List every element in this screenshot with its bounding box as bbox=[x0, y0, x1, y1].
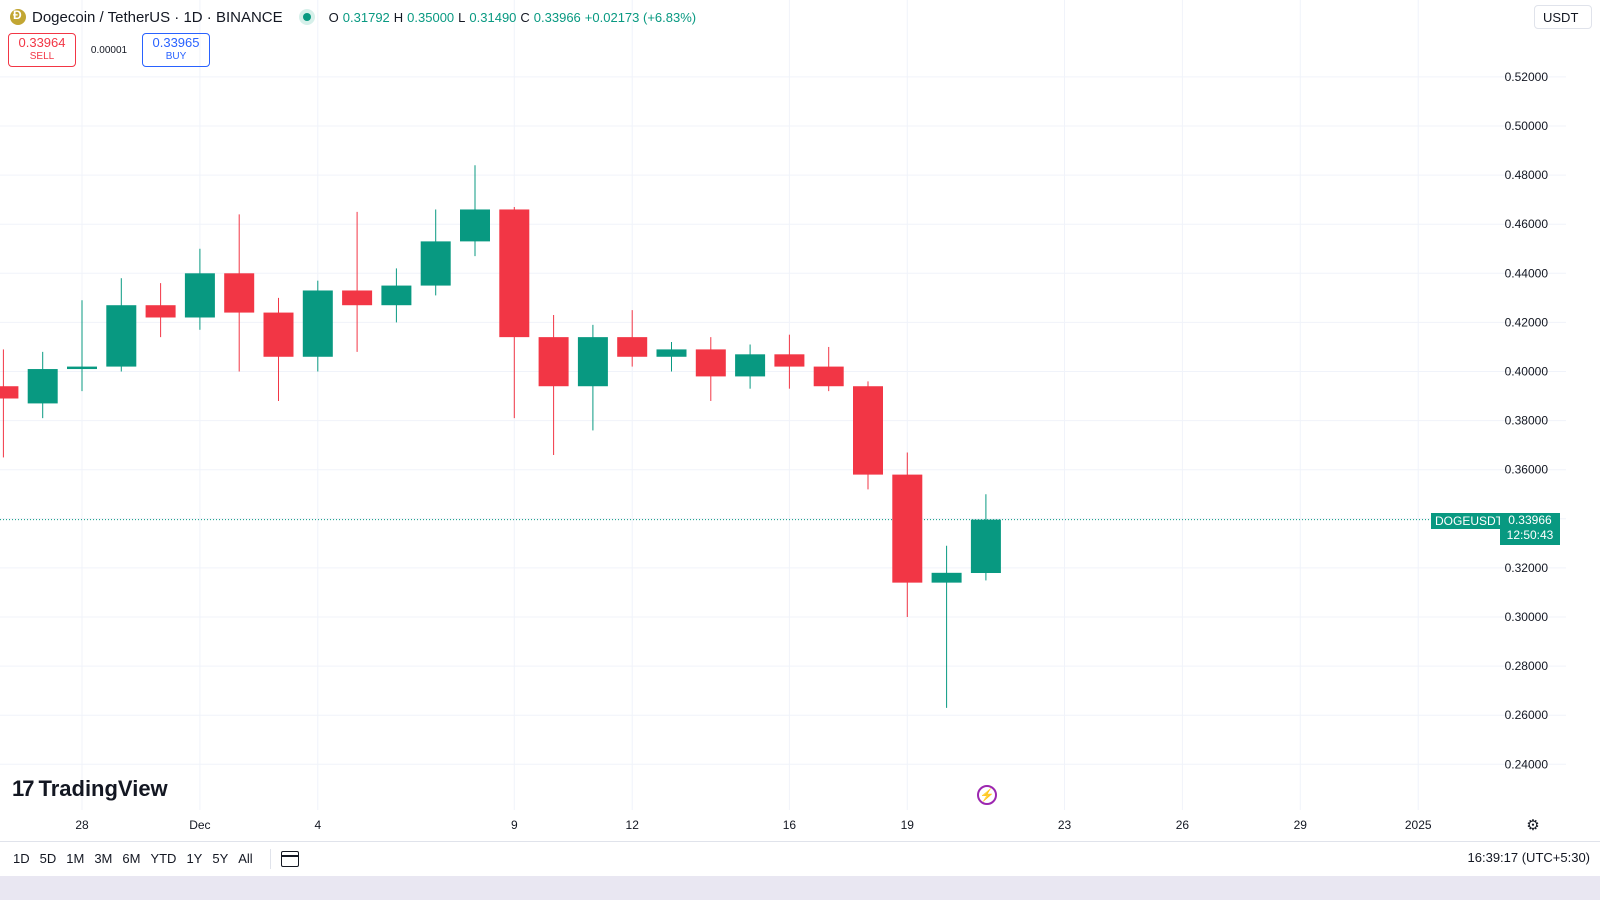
y-tick-label: 0.38000 bbox=[1505, 414, 1549, 428]
chart-header: Dogecoin / TetherUS · 1D · BINANCE O0.31… bbox=[10, 6, 696, 28]
range-1d-button[interactable]: 1D bbox=[13, 851, 30, 866]
x-tick-label: 26 bbox=[1176, 818, 1190, 832]
range-selector: 1D 5D 1M 3M 6M YTD 1Y 5Y All bbox=[8, 848, 258, 870]
trade-panel: 0.33964 SELL 0.00001 0.33965 BUY bbox=[8, 33, 210, 67]
candle-body bbox=[931, 572, 962, 583]
high-label: H bbox=[393, 9, 404, 25]
y-tick-label: 0.52000 bbox=[1505, 70, 1549, 84]
y-tick-label: 0.26000 bbox=[1505, 708, 1549, 722]
range-1m-button[interactable]: 1M bbox=[66, 851, 85, 866]
x-tick-label: 2025 bbox=[1405, 818, 1432, 832]
spread-value: 0.00001 bbox=[90, 44, 128, 56]
candle-body bbox=[342, 290, 373, 306]
range-5y-button[interactable]: 5Y bbox=[212, 851, 229, 866]
y-tick-label: 0.30000 bbox=[1505, 610, 1549, 624]
candle-body bbox=[420, 241, 451, 286]
candle-body bbox=[695, 349, 726, 377]
range-6m-button[interactable]: 6M bbox=[122, 851, 141, 866]
close-value: 0.33966 bbox=[533, 9, 581, 25]
close-label: C bbox=[520, 9, 530, 25]
buy-button[interactable]: 0.33965 BUY bbox=[142, 33, 210, 67]
candle-body bbox=[145, 305, 176, 318]
low-label: L bbox=[458, 9, 466, 25]
range-ytd-button[interactable]: YTD bbox=[150, 851, 177, 866]
market-open-indicator-icon bbox=[302, 13, 311, 21]
calendar-goto-date-icon[interactable] bbox=[280, 851, 299, 867]
x-tick-label: 23 bbox=[1058, 818, 1072, 832]
candle-body bbox=[538, 337, 569, 387]
candle-body bbox=[302, 290, 333, 357]
candle-body bbox=[106, 305, 137, 367]
clock-timezone[interactable]: 16:39:17 (UTC+5:30) bbox=[1467, 850, 1590, 865]
x-tick-label: 12 bbox=[626, 818, 640, 832]
y-tick-label: 0.48000 bbox=[1505, 168, 1549, 182]
settings-gear-icon[interactable]: ⚙ bbox=[1526, 817, 1540, 834]
candle-body bbox=[67, 366, 97, 370]
candle-body bbox=[892, 474, 923, 583]
x-tick-label: 29 bbox=[1294, 818, 1308, 832]
candle-body bbox=[499, 209, 530, 338]
candle-body bbox=[813, 366, 844, 387]
candle-body bbox=[460, 209, 490, 242]
ohlc-values: O 0.31792 H 0.35000 L 0.31490 C 0.33966 +0.0… bbox=[329, 10, 696, 25]
open-label: O bbox=[328, 9, 339, 25]
buy-label: BUY bbox=[165, 51, 187, 62]
y-tick-label: 0.24000 bbox=[1505, 757, 1549, 771]
y-tick-label: 0.40000 bbox=[1505, 365, 1549, 379]
candle-body bbox=[381, 285, 412, 306]
high-value: 0.35000 bbox=[407, 9, 455, 25]
y-tick-label: 0.50000 bbox=[1505, 119, 1549, 133]
range-3m-button[interactable]: 3M bbox=[94, 851, 113, 866]
candle-body bbox=[774, 354, 805, 367]
range-all-button[interactable]: All bbox=[238, 851, 253, 866]
x-tick-label: 19 bbox=[901, 818, 915, 832]
change-value: +0.02173 (+6.83%) bbox=[584, 9, 697, 25]
bottom-toolbar: 1D 5D 1M 3M 6M YTD 1Y 5Y All 16:39:17 (U… bbox=[0, 841, 1600, 876]
x-tick-label: Dec bbox=[189, 818, 210, 832]
last-price-label: 0.33966 12:50:43 bbox=[1500, 513, 1560, 545]
candle-body bbox=[853, 386, 883, 475]
candle-body bbox=[0, 386, 19, 399]
range-5d-button[interactable]: 5D bbox=[39, 851, 57, 866]
buy-price: 0.33965 bbox=[152, 35, 200, 50]
symbol-title[interactable]: Dogecoin / TetherUS · 1D · BINANCE bbox=[32, 8, 283, 26]
dogecoin-icon bbox=[10, 8, 26, 25]
candle-body bbox=[184, 273, 215, 318]
tradingview-logo[interactable]: 17 TradingView bbox=[12, 776, 168, 802]
candle-body bbox=[224, 273, 255, 313]
range-1y-button[interactable]: 1Y bbox=[186, 851, 203, 866]
candle-body bbox=[656, 349, 687, 357]
candle-body bbox=[970, 519, 1001, 574]
x-tick-label: 4 bbox=[314, 818, 321, 832]
x-tick-label: 28 bbox=[75, 818, 89, 832]
tradingview-logo-icon: 17 bbox=[12, 776, 35, 801]
sell-button[interactable]: 0.33964 SELL bbox=[8, 33, 76, 67]
footer-strip bbox=[0, 876, 1600, 900]
last-price-symbol-label: DOGEUSDT bbox=[1431, 513, 1508, 529]
y-tick-label: 0.28000 bbox=[1505, 659, 1549, 673]
currency-button[interactable]: USDT bbox=[1534, 5, 1592, 29]
y-tick-label: 0.32000 bbox=[1505, 561, 1549, 575]
last-price-value: 0.33966 bbox=[1508, 513, 1552, 527]
candle-body bbox=[577, 337, 608, 387]
sell-label: SELL bbox=[29, 51, 55, 62]
y-tick-label: 0.36000 bbox=[1505, 463, 1549, 477]
y-tick-label: 0.44000 bbox=[1505, 266, 1549, 280]
x-tick-label: 16 bbox=[783, 818, 797, 832]
candle-body bbox=[263, 312, 294, 357]
open-value: 0.31792 bbox=[342, 9, 390, 25]
x-tick-label: 9 bbox=[511, 818, 518, 832]
bar-countdown: 12:50:43 bbox=[1506, 528, 1554, 542]
candle-body bbox=[617, 337, 648, 357]
candle-body bbox=[735, 354, 766, 377]
lightning-icon[interactable]: ⚡ bbox=[977, 785, 997, 805]
sell-price: 0.33964 bbox=[18, 35, 66, 50]
low-value: 0.31490 bbox=[469, 9, 517, 25]
y-tick-label: 0.42000 bbox=[1505, 315, 1549, 329]
y-tick-label: 0.46000 bbox=[1505, 217, 1549, 231]
toolbar-divider bbox=[269, 849, 271, 869]
candle-body bbox=[27, 369, 58, 404]
tradingview-logo-text: TradingView bbox=[38, 776, 168, 801]
